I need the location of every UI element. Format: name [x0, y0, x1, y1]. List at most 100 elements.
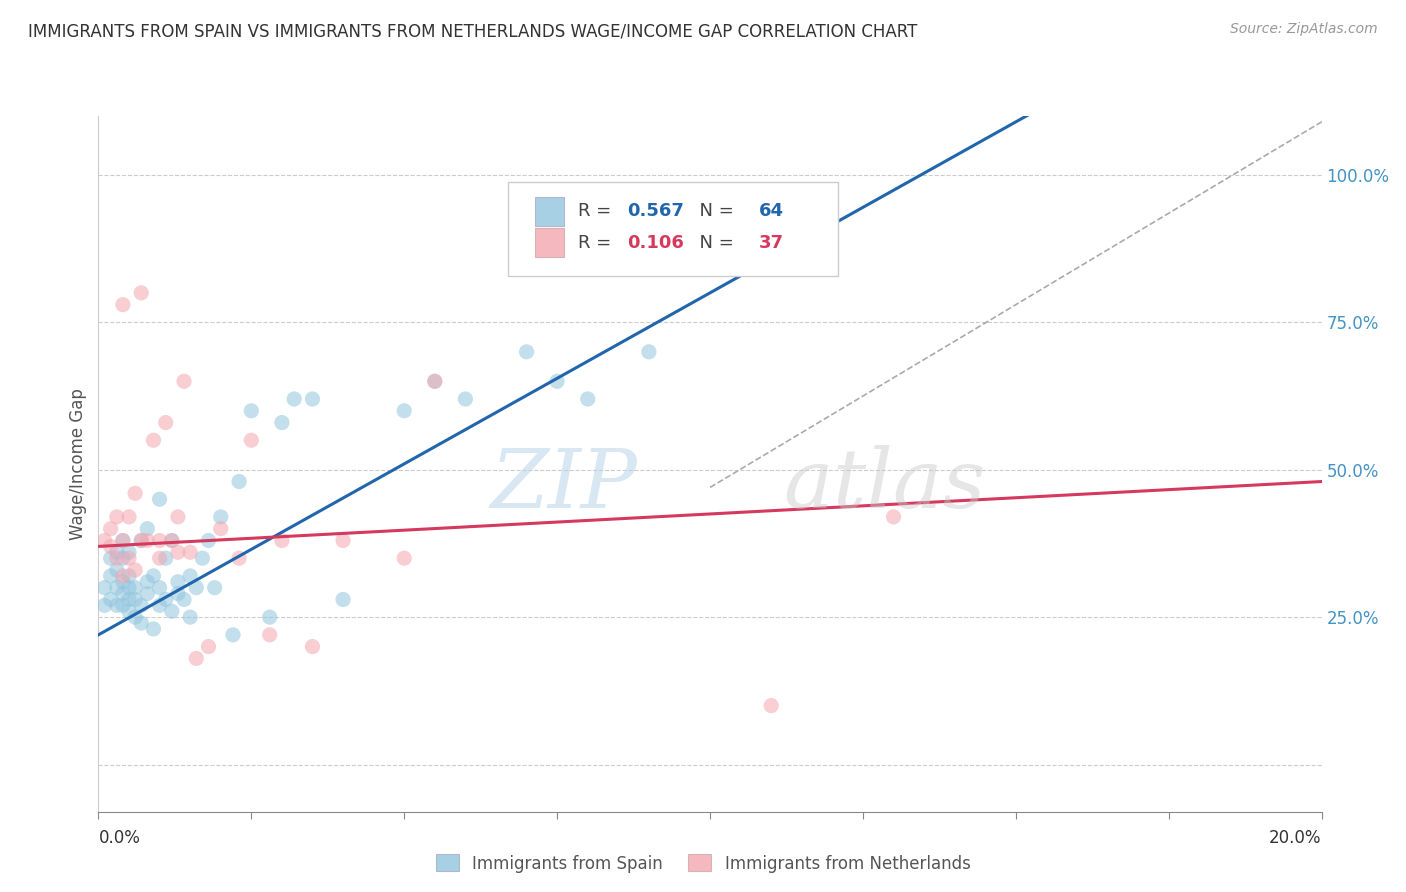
Point [179, 610, 201, 624]
FancyBboxPatch shape [536, 196, 564, 226]
Legend: Immigrants from Spain, Immigrants from Netherlands: Immigrants from Spain, Immigrants from N… [429, 847, 977, 880]
Point [111, 533, 134, 548]
Point [124, 592, 146, 607]
Point [167, 586, 190, 600]
Point [167, 545, 190, 559]
Point [142, 569, 165, 583]
Text: R =: R = [578, 202, 617, 220]
Point [118, 509, 141, 524]
Y-axis label: Wage/Income Gap: Wage/Income Gap [69, 388, 87, 540]
Point [240, 434, 263, 448]
Point [118, 545, 141, 559]
Point [136, 522, 159, 536]
Point [129, 533, 152, 548]
Point [332, 592, 354, 607]
Point [111, 551, 134, 566]
Point [270, 416, 292, 430]
Point [100, 540, 122, 554]
Point [105, 581, 128, 595]
Point [301, 640, 323, 654]
Point [129, 533, 152, 548]
Text: 64: 64 [759, 202, 785, 220]
Point [179, 569, 201, 583]
Text: atlas: atlas [783, 445, 986, 524]
Text: 0.567: 0.567 [627, 202, 683, 220]
Point [105, 599, 128, 613]
Point [423, 374, 446, 388]
Point [454, 392, 477, 406]
Text: 37: 37 [759, 234, 785, 252]
Point [118, 581, 141, 595]
Point [111, 569, 134, 583]
Point [136, 533, 159, 548]
Point [209, 509, 232, 524]
Point [332, 533, 354, 548]
Point [93, 581, 115, 595]
Point [209, 522, 232, 536]
Point [197, 640, 219, 654]
Point [111, 574, 134, 589]
Point [93, 599, 115, 613]
Point [129, 615, 152, 630]
Point [118, 551, 141, 566]
Point [111, 298, 134, 312]
Point [392, 551, 416, 566]
Point [100, 592, 122, 607]
Point [179, 545, 201, 559]
Point [124, 581, 146, 595]
Point [167, 574, 190, 589]
Point [270, 533, 292, 548]
Point [100, 522, 122, 536]
Point [186, 651, 208, 665]
Point [167, 509, 190, 524]
FancyBboxPatch shape [536, 228, 564, 257]
Point [204, 581, 226, 595]
Point [240, 404, 263, 418]
Point [149, 581, 172, 595]
Text: Source: ZipAtlas.com: Source: ZipAtlas.com [1230, 22, 1378, 37]
Text: N =: N = [688, 202, 740, 220]
Text: 0.0%: 0.0% [98, 829, 141, 847]
Point [699, 256, 721, 270]
Point [155, 416, 177, 430]
Point [124, 563, 146, 577]
Point [149, 533, 172, 548]
Point [100, 551, 122, 566]
Point [100, 569, 122, 583]
Point [392, 404, 416, 418]
Point [105, 551, 128, 566]
Point [118, 604, 141, 618]
Point [118, 569, 141, 583]
Point [759, 244, 782, 259]
Point [259, 628, 281, 642]
Point [142, 622, 165, 636]
Point [228, 551, 250, 566]
FancyBboxPatch shape [508, 182, 838, 276]
Point [883, 509, 905, 524]
Point [129, 599, 152, 613]
Point [105, 545, 128, 559]
Text: 20.0%: 20.0% [1270, 829, 1322, 847]
Point [173, 592, 195, 607]
Point [759, 698, 782, 713]
Point [149, 551, 172, 566]
Point [197, 533, 219, 548]
Point [93, 533, 115, 548]
Point [160, 533, 183, 548]
Text: IMMIGRANTS FROM SPAIN VS IMMIGRANTS FROM NETHERLANDS WAGE/INCOME GAP CORRELATION: IMMIGRANTS FROM SPAIN VS IMMIGRANTS FROM… [28, 22, 918, 40]
Point [105, 509, 128, 524]
Point [637, 344, 661, 359]
Point [546, 374, 568, 388]
Point [186, 581, 208, 595]
Point [160, 604, 183, 618]
Point [283, 392, 305, 406]
Point [136, 586, 159, 600]
Point [155, 551, 177, 566]
Point [142, 434, 165, 448]
Text: R =: R = [578, 234, 617, 252]
Point [149, 599, 172, 613]
Point [111, 586, 134, 600]
Point [129, 285, 152, 300]
Point [423, 374, 446, 388]
Point [228, 475, 250, 489]
